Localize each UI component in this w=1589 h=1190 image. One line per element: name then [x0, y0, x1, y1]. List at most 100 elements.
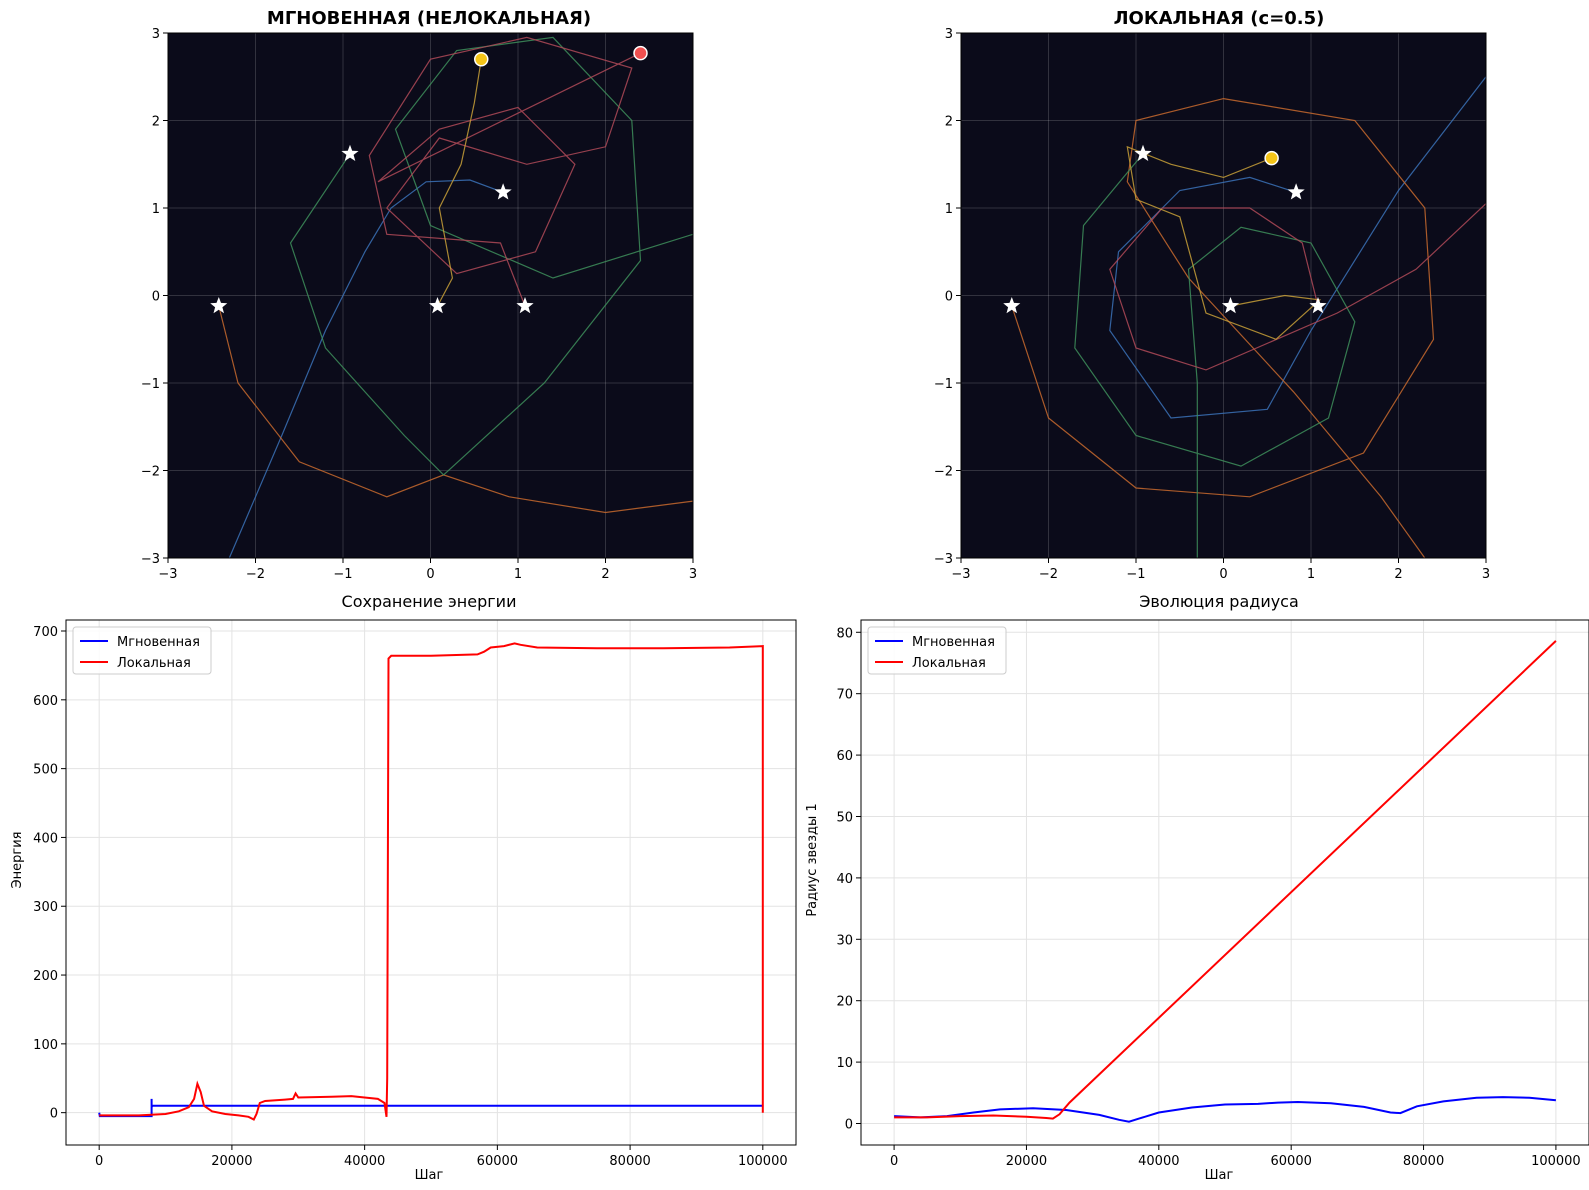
x-tick-label: 1: [1307, 567, 1315, 582]
trajectory-line: [368, 36, 641, 307]
legend-label: Локальная: [117, 656, 191, 671]
x-tick-label: 100000: [1531, 1154, 1581, 1169]
x-tick-label: 3: [689, 567, 697, 582]
plot-background: [961, 33, 1486, 558]
star-marker: [1309, 297, 1327, 314]
y-tick-label: 600: [33, 694, 58, 709]
legend-label: Мгновенная: [117, 635, 200, 650]
y-tick-label: 40: [836, 872, 853, 887]
x-tick-label: 0: [1219, 567, 1227, 582]
energy-plot: Сохранение энергии Шаг Энергия 0 20000 400…: [10, 592, 797, 1183]
y-tick-label: −3: [141, 552, 160, 567]
star-marker: [210, 297, 228, 314]
x-tick-label: −2: [1039, 567, 1058, 582]
y-tick-label: −3: [934, 552, 953, 567]
y-axis-label: Радиус звезды 1: [805, 803, 820, 916]
trajectory-line: [436, 59, 482, 307]
series-line: [894, 640, 1557, 1120]
y-tick-label: 30: [836, 933, 853, 948]
plot-background: [861, 620, 1589, 1145]
body-marker: [633, 45, 648, 61]
star-marker: [1134, 144, 1152, 161]
plot-background: [66, 620, 796, 1145]
x-tick-label: 2: [601, 567, 609, 582]
x-tick-label: 0: [890, 1154, 898, 1169]
y-tick-label: 0: [845, 1118, 853, 1133]
y-tick-label: 3: [945, 27, 953, 42]
y-tick-label: 50: [836, 810, 853, 825]
x-tick-label: 1: [514, 567, 522, 582]
x-axis-label: Шаг: [415, 1168, 444, 1183]
legend-label: Локальная: [912, 656, 986, 671]
x-tick-label: 20000: [1006, 1154, 1047, 1169]
plot-frame: [860, 619, 1589, 1146]
star-marker: [1003, 297, 1021, 314]
x-tick-label: −2: [246, 567, 265, 582]
plot-title: МГНОВЕННАЯ (НЕЛОКАЛЬНАЯ): [267, 8, 591, 29]
y-axis-label: Энергия: [10, 832, 25, 889]
x-tick-label: 60000: [1271, 1154, 1312, 1169]
star-marker: [1287, 183, 1305, 200]
plot-title: Эволюция радиуса: [1139, 592, 1299, 611]
y-tick-label: −1: [141, 377, 160, 392]
x-tick-label: 40000: [1138, 1154, 1179, 1169]
trajectory-line: [1011, 97, 1435, 558]
x-tick-label: 40000: [344, 1154, 385, 1169]
plot-content: [98, 642, 764, 1121]
star-marker: [341, 144, 359, 161]
y-tick-label: −2: [934, 465, 953, 480]
y-tick-label: 400: [33, 831, 58, 846]
star-marker: [428, 297, 447, 314]
plot-frame: [65, 619, 797, 1146]
y-tick-label: 20: [836, 995, 853, 1010]
series-line: [894, 1096, 1556, 1123]
y-tick-label: 0: [152, 290, 160, 305]
x-tick-label: 2: [1394, 567, 1402, 582]
x-tick-label: 60000: [477, 1154, 518, 1169]
y-tick-label: 1: [945, 202, 953, 217]
star-marker: [1221, 297, 1240, 314]
x-tick-label: −1: [333, 567, 352, 582]
x-tick-label: −3: [158, 567, 177, 582]
y-tick-label: −2: [141, 465, 160, 480]
y-tick-label: 500: [33, 763, 58, 778]
x-tick-label: 100000: [738, 1154, 788, 1169]
trajectory-line: [1109, 203, 1486, 371]
plot-content: [1003, 76, 1486, 558]
trajectory-line: [1126, 145, 1322, 340]
x-tick-label: 20000: [211, 1154, 252, 1169]
x-tick-label: −3: [951, 567, 970, 582]
y-tick-label: 80: [836, 626, 853, 641]
x-tick-label: 80000: [1403, 1154, 1444, 1169]
x-axis-label: Шаг: [1205, 1168, 1234, 1183]
series-line: [99, 642, 764, 1121]
y-tick-label: 2: [945, 115, 953, 130]
y-tick-label: 3: [152, 27, 160, 42]
y-tick-label: 100: [33, 1038, 58, 1053]
x-tick-label: −1: [1126, 567, 1145, 582]
plot-title: Сохранение энергии: [342, 592, 517, 611]
radius-plot: Эволюция радиуса Шаг Радиус звезды 1 0 20…: [805, 592, 1589, 1183]
plot-content: [894, 640, 1557, 1123]
y-tick-label: −1: [934, 377, 953, 392]
trajectory-line: [1109, 76, 1486, 419]
x-tick-label: 0: [426, 567, 434, 582]
y-tick-label: 700: [33, 625, 58, 640]
trajectory-plot-local: ЛОКАЛЬНАЯ (c=0.5) −3 −2 −1 0 1 2 3 −3 −2 −1 0 1 2 3: [934, 8, 1490, 582]
plot-content: [210, 36, 693, 558]
star-marker: [516, 297, 534, 314]
legend-label: Мгновенная: [912, 635, 995, 650]
trajectory-line: [218, 305, 693, 514]
body-marker: [474, 52, 489, 67]
y-tick-label: 10: [836, 1056, 853, 1071]
y-tick-label: 200: [33, 969, 58, 984]
trajectory-line: [228, 179, 504, 558]
x-tick-label: 3: [1482, 567, 1490, 582]
y-tick-label: 70: [836, 688, 853, 703]
y-tick-label: 2: [152, 115, 160, 130]
y-tick-label: 60: [836, 749, 853, 764]
trajectory-line: [1074, 153, 1356, 558]
plot-background: [168, 33, 693, 558]
y-tick-label: 0: [50, 1107, 58, 1122]
